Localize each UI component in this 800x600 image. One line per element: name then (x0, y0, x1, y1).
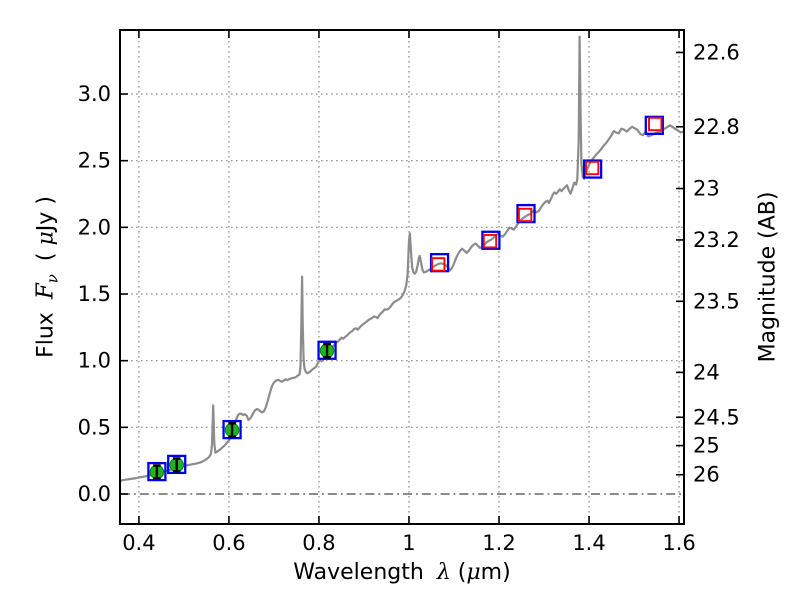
template-square-marker (147, 461, 167, 482)
x-tick-label: 0.4 (122, 531, 155, 555)
y-tick-label-magnitude: 26 (693, 463, 720, 487)
error-bar (153, 464, 161, 480)
model-spectrum-line (118, 35, 686, 482)
y-tick-label-magnitude: 22.8 (693, 115, 740, 139)
x-tick-label: 1.2 (482, 531, 515, 555)
y-axis-label-word: Flux (33, 312, 59, 358)
y-tick-label-magnitude: 25 (693, 434, 720, 458)
mu-symbol: μ (33, 231, 59, 246)
y-tick-label-magnitude: 23.2 (693, 228, 740, 252)
x-tick-label: 1.6 (662, 531, 695, 555)
y-tick-label-magnitude: 23 (693, 177, 720, 201)
observed-square-marker (648, 116, 663, 132)
x-tick-label: 0.8 (302, 531, 335, 555)
y-tick-label-flux: 1.0 (78, 349, 111, 373)
x-axis-unit: (μm) (457, 560, 511, 585)
y-axis-label-flux: Flux Fν ( μJy ) (33, 196, 62, 358)
y-tick-label-flux: 0.0 (78, 482, 111, 506)
template-square-marker (644, 115, 664, 135)
observed-square-marker (585, 160, 600, 176)
y-tick-label-flux: 0.5 (78, 415, 111, 439)
template-square-marker (516, 203, 536, 224)
y-tick-label-flux: 2.0 (78, 215, 111, 239)
y-axis-unit: ( μJy ) (33, 196, 59, 262)
y-axis-label-magnitude: Magnitude (AB) (755, 191, 781, 363)
y-tick-label-flux: 2.5 (78, 149, 111, 173)
y-tick-label-flux: 3.0 (78, 82, 111, 106)
lambda-symbol: λ (436, 560, 451, 585)
template-square-marker (481, 230, 501, 250)
observed-square-marker (431, 257, 446, 272)
axis-spine (119, 29, 685, 525)
y-tick-label-magnitude: 24 (693, 360, 720, 384)
y-tick-label-flux: 1.5 (78, 282, 111, 306)
error-bar (323, 342, 331, 359)
nu-subscript: ν (43, 274, 62, 284)
x-tick-label: 1.4 (572, 531, 605, 555)
y-tick-label-magnitude: 23.5 (693, 289, 740, 313)
observed-square-marker (517, 207, 533, 223)
y-tick-label-magnitude: 24.5 (693, 405, 740, 429)
x-axis-label-word: Wavelength (293, 560, 424, 585)
template-square-marker (317, 340, 337, 360)
error-bar (228, 422, 236, 438)
x-tick-label: 0.6 (212, 531, 245, 555)
mu-symbol: μ (466, 560, 481, 585)
template-square-marker (582, 159, 603, 179)
x-tick-label: 1 (402, 531, 415, 555)
y-tick-label-magnitude: 22.6 (693, 40, 740, 64)
flux-symbol: F (32, 283, 59, 300)
x-axis-label: Wavelength λ (μm) (120, 560, 684, 585)
template-square-marker (167, 454, 187, 475)
error-bar (172, 457, 181, 473)
observed-square-marker (482, 234, 498, 249)
template-square-marker (222, 419, 242, 440)
